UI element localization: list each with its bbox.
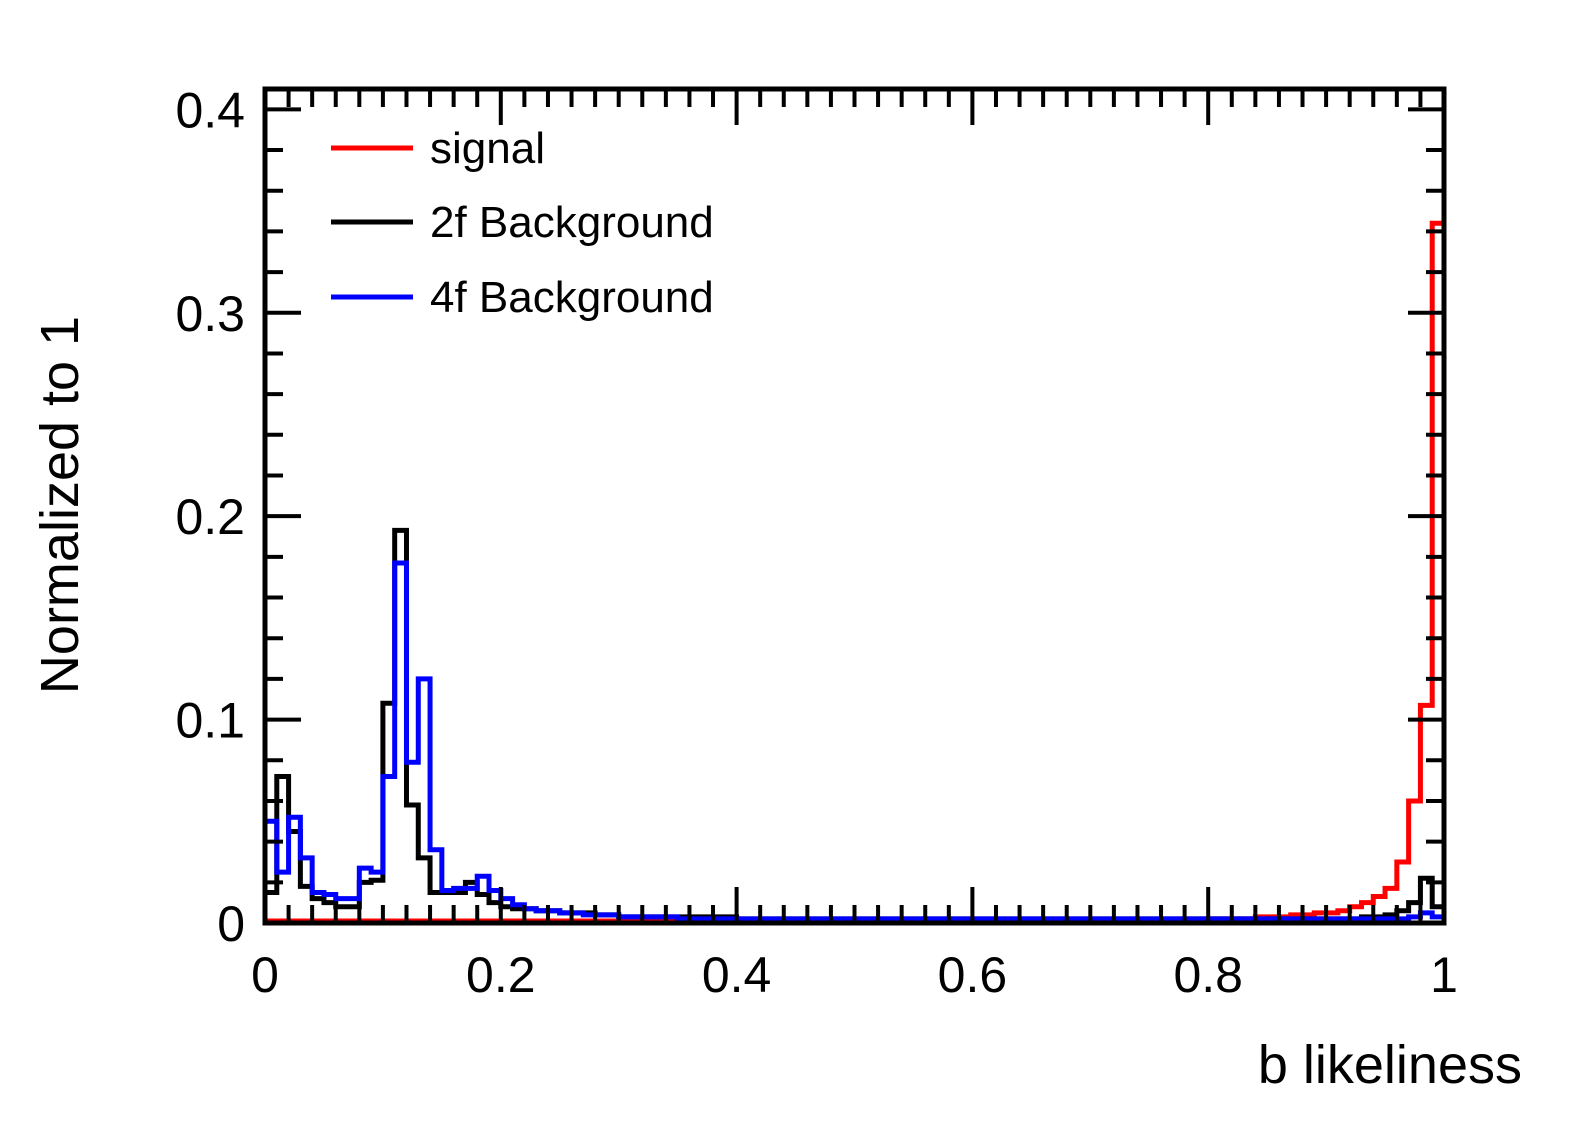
y-tick-label: 0.2 [175,489,245,545]
x-tick-label: 0.6 [938,947,1008,1003]
x-tick-label: 0.2 [466,947,536,1003]
y-tick-label: 0 [217,896,245,952]
y-tick-label: 0.4 [175,82,245,138]
series-line-4f-background [262,560,1447,923]
y-tick-label: 0.1 [175,693,245,749]
y-tick-label: 0.3 [175,286,245,342]
x-tick-label: 0.8 [1173,947,1243,1003]
x-tick-label: 1 [1430,947,1458,1003]
axis-tick-labels: 0 0.2 0.4 0.6 0.8 1 0 0.1 0.2 0.3 0.4 [175,82,1457,1003]
plot-frame [262,86,1447,926]
legend-label: 2f Background [430,198,714,247]
x-axis-title: b likeliness [1258,1035,1522,1095]
plot-area [262,220,1447,924]
x-tick-label: 0.4 [702,947,772,1003]
y-axis-title: Normalized to 1 [30,316,90,694]
legend-label: 4f Background [430,273,714,322]
legend-label: signal [430,124,545,173]
series-line-signal [262,220,1447,924]
legend: signal 2f Background 4f Background [331,124,714,322]
x-tick-label: 0 [251,947,279,1003]
